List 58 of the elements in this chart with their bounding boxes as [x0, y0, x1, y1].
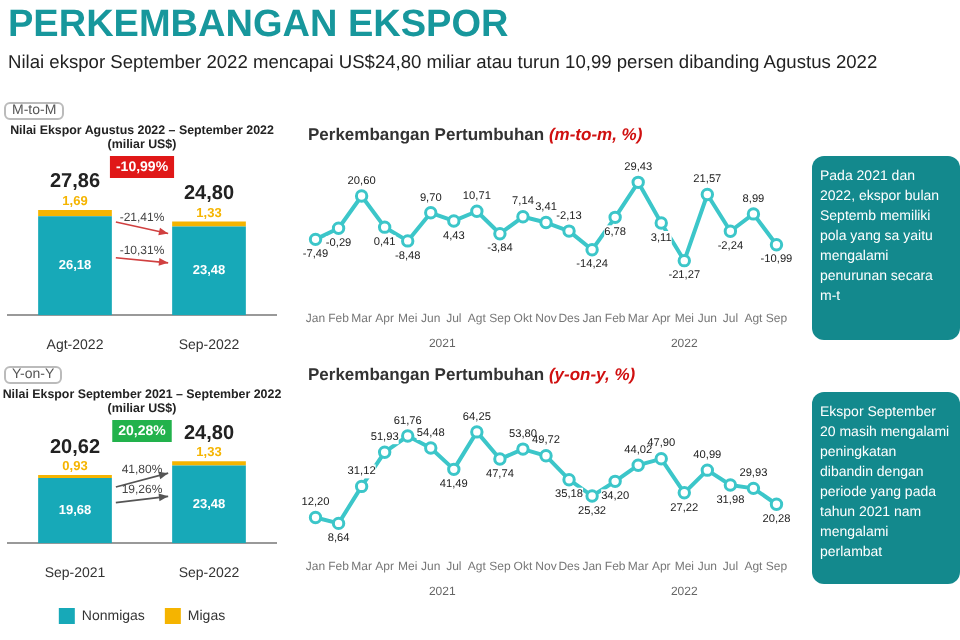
chart-title: PERKEMBANGAN EKSPOR [8, 4, 509, 48]
total-label: 24,80 [183, 422, 235, 445]
point [677, 253, 691, 268]
bar [38, 216, 112, 316]
point [631, 175, 645, 190]
point [377, 445, 392, 459]
point [608, 210, 622, 225]
chart-subtitle: (m-to-m, %) [548, 124, 643, 144]
point [470, 204, 484, 218]
bar [172, 221, 246, 227]
point [700, 187, 715, 202]
bar [38, 209, 112, 217]
point [516, 210, 530, 224]
point [562, 224, 576, 238]
point [308, 232, 323, 247]
point [746, 481, 761, 496]
point [746, 207, 761, 221]
point [585, 489, 599, 503]
chart-subtitle: (y-on-y, %) [548, 364, 636, 384]
bar [38, 478, 112, 544]
point [308, 510, 323, 525]
bar [172, 226, 246, 316]
point [769, 238, 784, 252]
point [493, 452, 507, 466]
point [424, 441, 438, 455]
point [723, 224, 738, 238]
point [447, 214, 461, 228]
point [331, 516, 346, 531]
total-label: 20,62 [49, 436, 101, 459]
point [424, 206, 438, 220]
total-label: 24,80 [183, 182, 235, 205]
point [516, 442, 530, 456]
point [470, 425, 484, 439]
point [331, 221, 346, 235]
point [354, 189, 369, 203]
point [631, 458, 645, 472]
point [654, 216, 668, 230]
point [700, 463, 715, 477]
point [723, 478, 738, 492]
point [401, 429, 415, 443]
point [401, 234, 415, 248]
point [677, 486, 691, 500]
point [608, 474, 622, 489]
point [562, 473, 576, 487]
point [769, 497, 784, 511]
point [493, 227, 507, 241]
point [377, 220, 392, 234]
chart-title: Perkembangan Pertumbuhan [308, 124, 547, 144]
point [585, 243, 599, 257]
chart-title: Perkembangan Pertumbuhan [308, 364, 547, 384]
point [447, 462, 461, 477]
point [654, 452, 668, 466]
point [539, 449, 553, 463]
text: Nilai ekspor September 2022 mencapai US$24,80 miliar atau turun 10,99 persen dibanding Agustus 2022 [8, 52, 878, 72]
total-label: 27,86 [49, 171, 101, 194]
bar [172, 465, 246, 544]
point [539, 215, 553, 230]
point [354, 479, 369, 494]
